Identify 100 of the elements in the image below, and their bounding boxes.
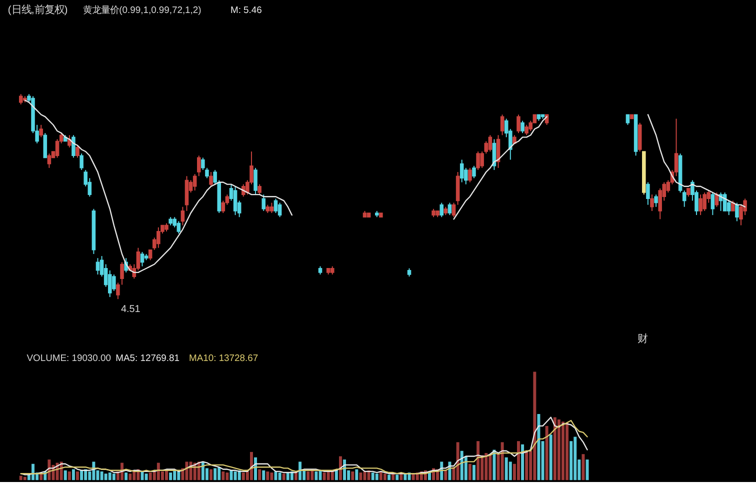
bar: [226, 472, 229, 480]
candlestick: [646, 182, 650, 206]
bar: [533, 372, 536, 480]
bar: [392, 474, 395, 480]
candlestick: [112, 274, 116, 292]
text: 4.51: [120, 304, 141, 315]
bar: [144, 474, 148, 480]
text: 财: [638, 333, 648, 346]
bar: [404, 474, 407, 480]
bar: [210, 469, 213, 480]
bar: [355, 469, 358, 480]
bar: [23, 476, 26, 480]
candlestick: [254, 167, 258, 196]
bar: [218, 467, 221, 480]
candlestick: [80, 153, 84, 170]
text: MA5: 12769.81: [116, 352, 180, 364]
bar: [128, 474, 132, 480]
bar: [537, 414, 540, 480]
bar: [460, 450, 464, 480]
candlestick: [472, 165, 476, 179]
bar: [222, 471, 225, 480]
candlestick: [731, 200, 735, 212]
bar: [173, 470, 176, 480]
bar: [456, 442, 460, 480]
candlestick: [452, 202, 456, 218]
bar: [562, 422, 564, 480]
bar: [72, 469, 75, 480]
bar: [112, 474, 116, 480]
candlestick: [116, 282, 120, 300]
candlestick: [209, 172, 213, 187]
bar: [500, 442, 504, 480]
bar: [400, 474, 403, 480]
candlestick: [500, 114, 504, 136]
candlestick: [524, 124, 528, 136]
bar: [379, 471, 382, 480]
candlestick: [698, 194, 702, 216]
bar: [582, 454, 585, 480]
bar: [570, 441, 573, 480]
bar: [553, 417, 556, 480]
candlestick: [516, 114, 520, 134]
bar: [148, 472, 152, 480]
candlestick: [148, 249, 152, 261]
bar: [326, 471, 330, 480]
candlestick: [626, 114, 630, 126]
text: MA10: 13728.67: [189, 352, 258, 364]
candlestick: [140, 251, 144, 267]
bar: [351, 471, 354, 480]
candlestick: [72, 134, 76, 158]
bar: [586, 460, 589, 480]
candlestick: [468, 167, 472, 183]
bar: [258, 469, 262, 480]
candlestick: [476, 151, 480, 170]
candlestick: [96, 258, 100, 275]
bar: [262, 470, 266, 480]
bar: [177, 471, 180, 480]
candlestick: [120, 262, 124, 286]
bar: [32, 464, 34, 480]
candlestick: [156, 226, 160, 248]
candlestick: [440, 202, 444, 218]
candlestick: [196, 155, 201, 177]
candlestick: [192, 174, 197, 191]
candlestick: [270, 202, 274, 214]
bar: [383, 474, 386, 480]
bar: [375, 474, 378, 480]
bar: [104, 474, 108, 480]
bar: [169, 472, 172, 480]
bar: [504, 457, 508, 480]
bar: [242, 472, 245, 480]
candlestick: [233, 186, 238, 216]
bar: [322, 472, 326, 480]
bar: [508, 462, 512, 480]
candlestick: [55, 138, 60, 158]
candlestick: [278, 202, 282, 218]
bar: [124, 472, 128, 480]
bar: [371, 472, 374, 480]
bar: [278, 472, 282, 480]
bar: [525, 452, 528, 480]
bar: [396, 474, 399, 480]
bar: [488, 455, 492, 480]
bar: [388, 474, 391, 480]
bar: [574, 436, 577, 480]
bar: [306, 471, 310, 480]
candlestick: [520, 120, 524, 134]
bar: [298, 462, 302, 480]
bar: [557, 419, 560, 480]
candlestick: [460, 159, 464, 183]
candlestick: [76, 144, 80, 158]
bar: [484, 453, 488, 480]
candlestick: [18, 94, 23, 105]
bar: [476, 441, 480, 480]
bar: [472, 464, 476, 480]
chart-subtitle: 黄龙量价(0.99,1,0.99,72,1,2): [83, 4, 202, 15]
bar: [108, 472, 112, 480]
bar: [359, 472, 362, 480]
chart-title: (日线,前复权): [8, 4, 68, 16]
bar: [68, 471, 71, 480]
candlestick: [262, 194, 266, 212]
candlestick: [735, 202, 739, 222]
bar: [517, 441, 520, 480]
bar: [282, 474, 286, 480]
